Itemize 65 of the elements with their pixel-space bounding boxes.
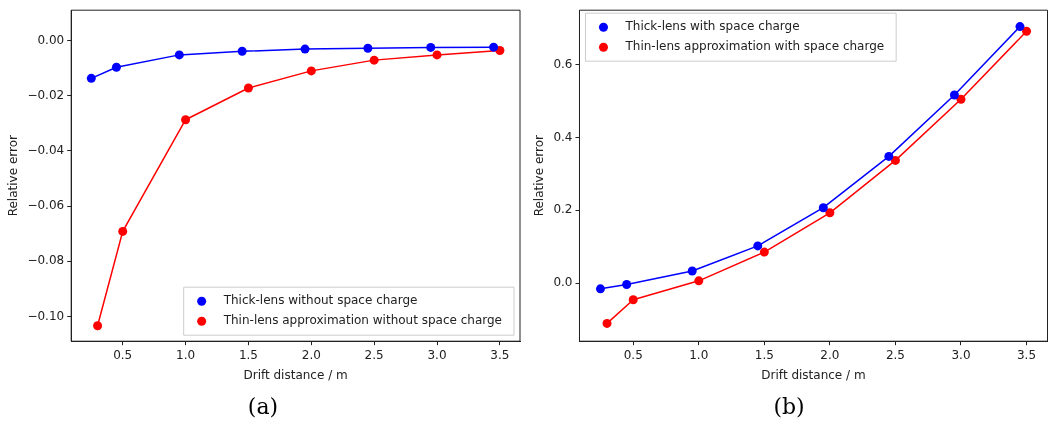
point — [884, 151, 894, 161]
x-tick-label: 3.5 — [490, 347, 510, 362]
point — [489, 42, 499, 52]
y-tick-label: 0.6 — [553, 56, 573, 71]
point — [118, 226, 128, 236]
point — [1015, 22, 1025, 32]
y-tick-label: −0.10 — [27, 308, 65, 323]
point — [1022, 26, 1032, 36]
y-tick-label: −0.08 — [27, 253, 65, 268]
x-tick-label: 3.0 — [427, 347, 447, 362]
point — [694, 276, 704, 286]
point — [363, 43, 373, 53]
point — [432, 50, 442, 60]
point — [687, 266, 697, 276]
x-tick-label: 1.0 — [176, 347, 196, 362]
point — [949, 90, 959, 100]
point — [753, 241, 763, 251]
point — [174, 50, 184, 60]
x-tick-label: 2.0 — [301, 347, 321, 362]
point — [306, 66, 316, 76]
x-tick-label: 0.5 — [623, 347, 643, 362]
y-tick-label: 0.2 — [553, 202, 573, 217]
point — [595, 284, 605, 294]
y-tick-label: −0.04 — [27, 143, 65, 157]
legend-label: Thin-lens approximation with space charge — [624, 39, 885, 54]
point — [956, 94, 966, 104]
point — [181, 115, 191, 125]
point — [628, 295, 638, 305]
text: (a) — [246, 394, 280, 419]
point — [111, 62, 121, 72]
point — [825, 208, 835, 218]
point — [86, 73, 96, 83]
y-tick-label: −0.06 — [27, 198, 65, 213]
point — [300, 44, 310, 54]
point — [93, 321, 103, 331]
y-tick-label: 0.0 — [553, 275, 573, 290]
legend-label: Thick-lens with space charge — [624, 19, 800, 34]
y-tick-label: 0.4 — [553, 129, 573, 144]
x-tick-label: 1.5 — [238, 347, 258, 362]
x-axis-title: Drift distance / m — [243, 367, 348, 382]
x-tick-label: 3.0 — [951, 347, 971, 362]
point — [243, 83, 253, 93]
x-tick-label: 1.5 — [754, 347, 774, 362]
x-tick-label: 0.5 — [113, 347, 133, 362]
point — [426, 42, 436, 52]
x-tick-label: 3.5 — [1016, 347, 1037, 362]
y-axis-title: Relative error — [6, 135, 21, 217]
y-axis-title: Relative error — [532, 135, 547, 217]
x-tick-label: 2.5 — [364, 347, 384, 362]
x-tick-label: 2.0 — [820, 347, 840, 362]
x-tick-label: 1.0 — [689, 347, 709, 362]
legend-label: Thin-lens approximation without space charge — [222, 313, 502, 328]
point — [890, 155, 900, 165]
x-tick-label: 2.5 — [885, 347, 905, 362]
legend-label: Thick-lens without space charge — [222, 293, 418, 308]
point — [818, 203, 828, 213]
point — [759, 247, 769, 257]
point — [369, 55, 379, 65]
y-tick-label: −0.02 — [27, 87, 65, 102]
text: (b) — [772, 394, 806, 419]
point — [622, 279, 632, 289]
point — [237, 46, 247, 56]
x-axis-title: Drift distance / m — [761, 367, 866, 382]
y-tick-label: 0.00 — [37, 32, 65, 47]
point — [602, 318, 612, 328]
